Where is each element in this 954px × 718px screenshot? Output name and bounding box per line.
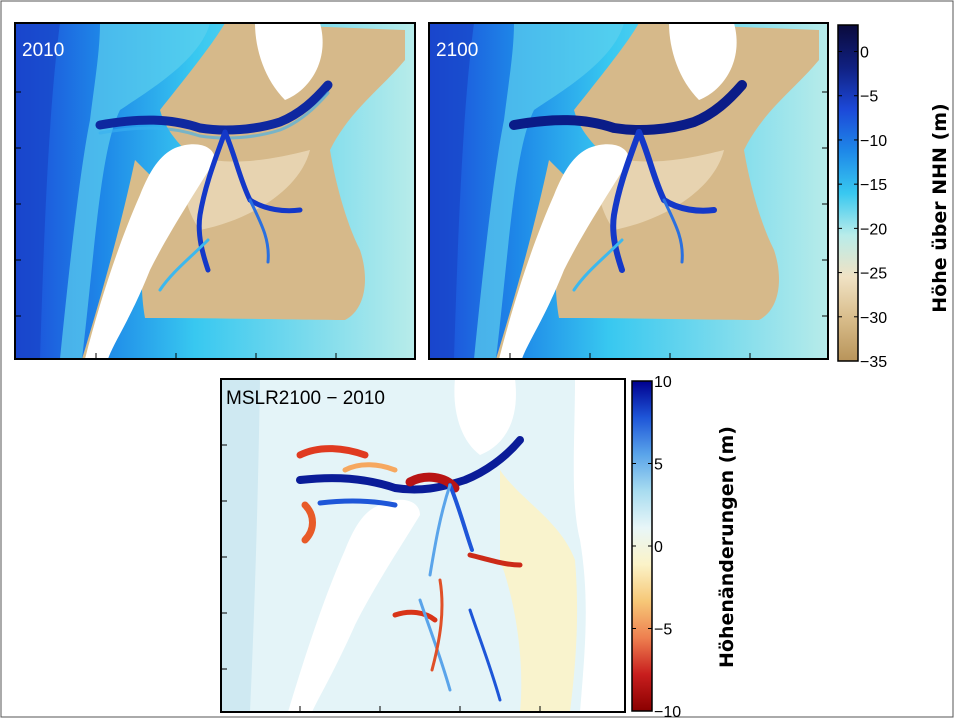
channel-branch-2 [196, 129, 228, 273]
blue-branch-3 [418, 598, 452, 692]
cb-change-tick-label: −10 [654, 704, 681, 718]
channel-branch-4 [572, 238, 624, 292]
red-branch [430, 578, 444, 672]
panel-2010-frame [14, 22, 416, 360]
diff-right-white [573, 379, 625, 712]
channel-branch-4 [158, 238, 210, 292]
panel-difference-frame [220, 378, 626, 713]
panel-2100-ticks [509, 91, 828, 359]
panel-2100 [429, 23, 828, 359]
colorbar-elevation [837, 24, 859, 362]
deepening-channel [296, 436, 524, 494]
cb-change-tick-label: 10 [654, 374, 672, 391]
land-white [499, 144, 629, 359]
blue-branch-4 [468, 608, 502, 702]
erosion-red-5 [392, 609, 438, 623]
main-channel [95, 80, 333, 135]
island-white [669, 23, 737, 100]
panel-label-2100: 2100 [436, 40, 478, 61]
erosion-red-4 [467, 552, 523, 568]
cb-elevation-tick-label: −20 [860, 221, 887, 238]
main-channel [509, 80, 747, 135]
panel-2100-frame [428, 22, 829, 360]
colorbar-change-label: Höhenänderungen (m) [716, 426, 738, 668]
orange-band [342, 462, 398, 473]
cb-elevation-tick-label: −15 [860, 177, 887, 194]
cb-elevation-tick-label: −30 [860, 310, 887, 327]
shallow-band [60, 23, 210, 359]
island-white [454, 379, 516, 455]
diff-left-tint [221, 379, 260, 712]
erosion-red-1 [296, 445, 369, 459]
colorbar-elevation-label: Höhe über NHN (m) [929, 103, 951, 312]
panel-2010-ticks [15, 91, 337, 359]
panel-label-difference: MSLR2100 − 2010 [226, 388, 385, 409]
deep-sea-band [15, 23, 60, 359]
deepening-edge [317, 498, 398, 508]
panel-label-2010: 2010 [22, 40, 64, 61]
blue-branch-1 [448, 483, 474, 552]
cb-elevation-tick-label: −25 [860, 266, 887, 283]
shallow-band [474, 23, 624, 359]
erosion-red-3 [301, 501, 316, 544]
channel-branch-3 [248, 198, 270, 264]
cb-elevation-tick-label: −35 [860, 354, 887, 371]
channel-branch-3 [662, 198, 684, 264]
cb-change-tick-label: 5 [654, 457, 663, 474]
cb-change-tick-label: −5 [654, 622, 672, 639]
blue-branch-2 [428, 483, 452, 577]
land-white [288, 499, 420, 712]
cb-elevation-tick-label: −5 [860, 89, 878, 106]
cb-elevation-tick-label: −10 [860, 133, 887, 150]
cb-change-tick-label: 0 [654, 539, 663, 556]
island-white [255, 23, 323, 100]
deep-sea-band [429, 23, 474, 359]
panel-difference-ticks [221, 444, 541, 712]
panel-difference [221, 379, 625, 712]
panel-2010 [15, 23, 415, 359]
yellow-fill-zone [500, 470, 578, 712]
land-white [85, 144, 215, 359]
cb-elevation-tick-label: 0 [860, 45, 869, 62]
colorbar-change-ticks: 10 5 0 −5 −10 [632, 374, 681, 718]
colorbar-elevation-ticks: 0 −5 −10 −15 −20 −25 −30 −35 [838, 45, 887, 371]
channel-branch-2 [610, 129, 642, 273]
